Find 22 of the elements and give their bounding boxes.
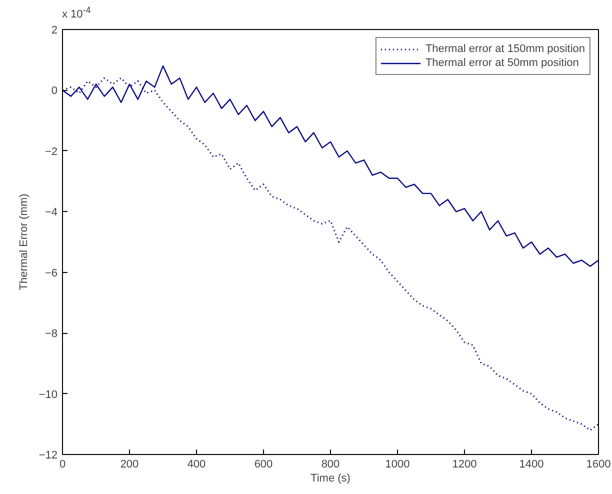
y-tick-label: −4 (44, 206, 58, 219)
x-tick-label: 0 (59, 458, 66, 470)
y-tick-label: −10 (38, 388, 58, 401)
legend-label: Thermal error at 150mm position (425, 42, 585, 56)
y-tick-label: 2 (51, 24, 58, 36)
x-tick-label: 600 (254, 458, 273, 470)
y-tick-label: −8 (44, 328, 58, 340)
x-tick-label: 200 (120, 458, 139, 470)
y-axis-title: Thermal Error (mm) (18, 194, 30, 290)
y-tick-label: −12 (38, 450, 58, 462)
x-tick-label: 1000 (385, 458, 410, 470)
x-tick-label: 800 (321, 458, 340, 470)
x-tick-label: 400 (187, 458, 206, 470)
x-tick-label: 1200 (452, 458, 477, 470)
y-tick-label: −6 (44, 267, 58, 280)
y-tick-label: −2 (44, 146, 58, 158)
y-tick-label: 0 (51, 85, 58, 98)
x-tick-label: 1400 (519, 458, 544, 470)
x-tick-label: 1600 (586, 458, 611, 470)
text: x 10$^{-4}$ (62, 4, 91, 23)
x-axis-title: Time (s) (310, 472, 350, 484)
legend-label: Thermal error at 50mm position (425, 56, 579, 70)
